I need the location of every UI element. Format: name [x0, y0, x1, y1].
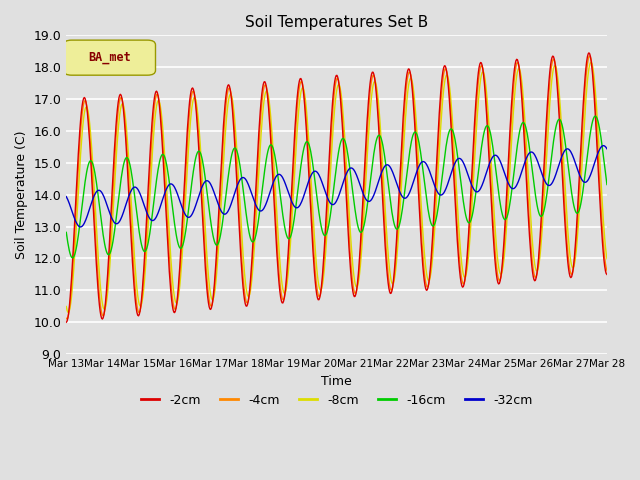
Text: BA_met: BA_met — [88, 51, 131, 64]
Legend: -2cm, -4cm, -8cm, -16cm, -32cm: -2cm, -4cm, -8cm, -16cm, -32cm — [136, 389, 538, 412]
Y-axis label: Soil Temperature (C): Soil Temperature (C) — [15, 131, 28, 259]
X-axis label: Time: Time — [321, 374, 352, 387]
FancyBboxPatch shape — [63, 40, 156, 75]
Title: Soil Temperatures Set B: Soil Temperatures Set B — [245, 15, 428, 30]
